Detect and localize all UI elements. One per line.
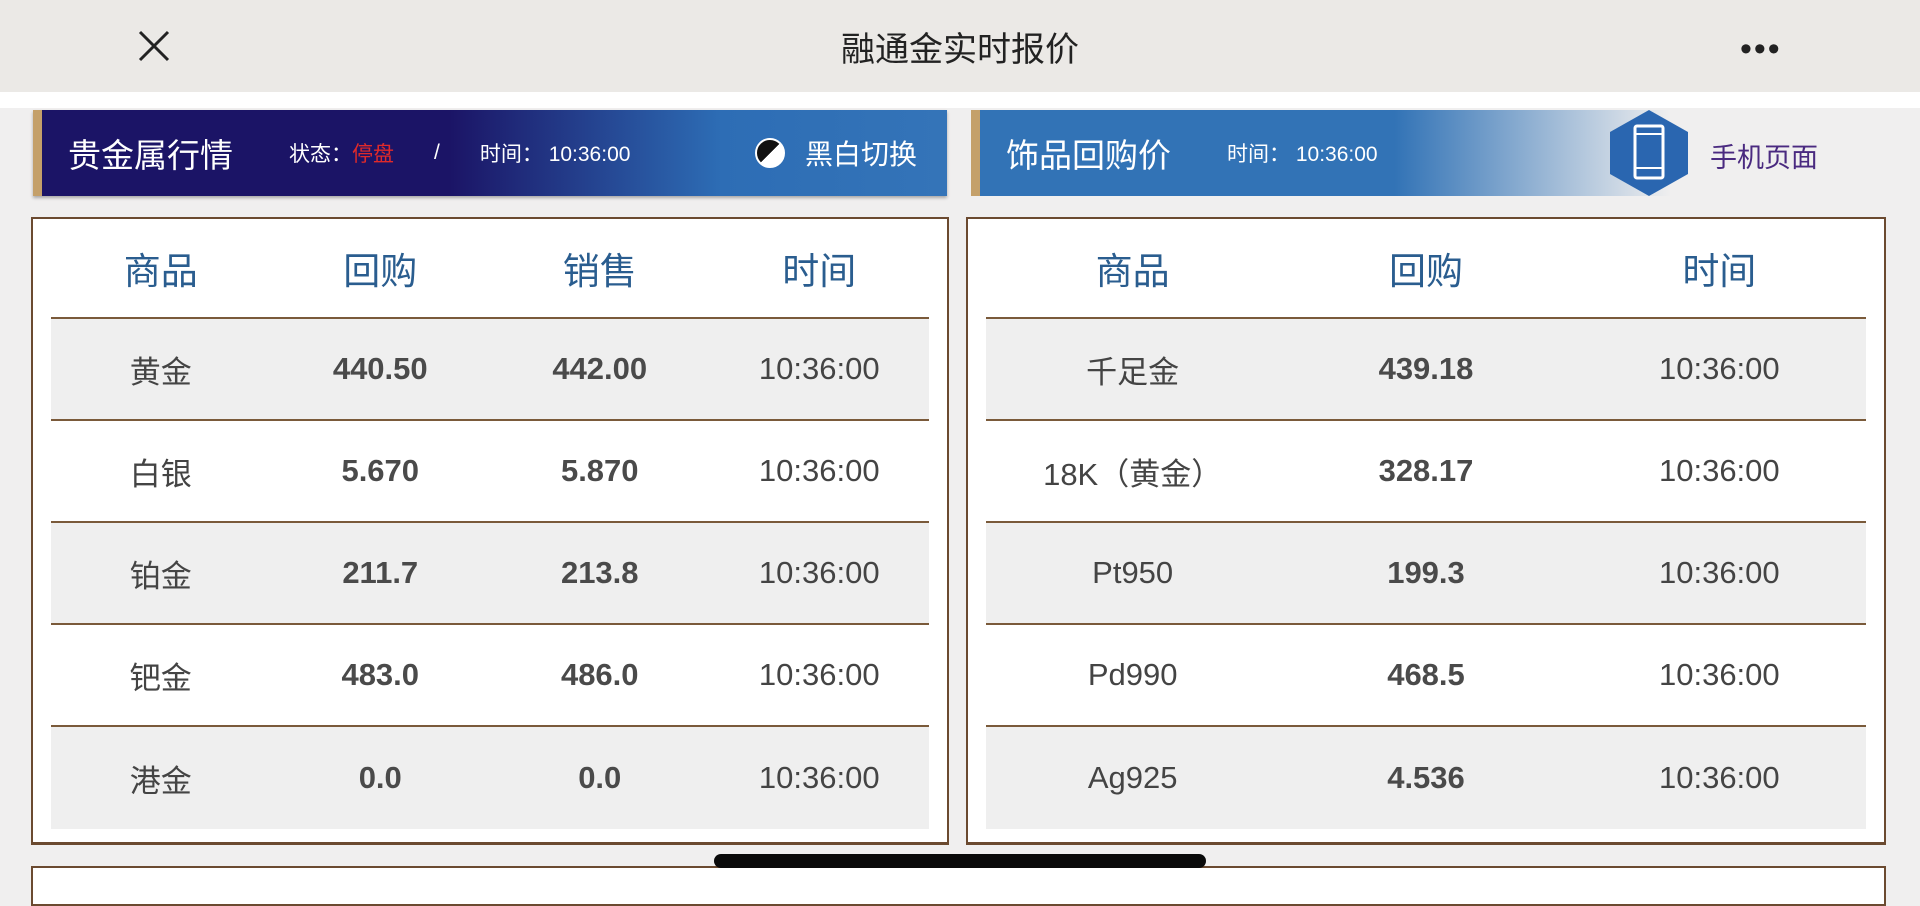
price-cell: 486.0 xyxy=(560,657,639,692)
price-cell: 213.8 xyxy=(560,555,639,590)
time-cell: 10:36:00 xyxy=(1658,657,1780,692)
status: 状态：停盘 xyxy=(289,143,394,166)
table-row: 白银 5.670 5.870 10:36:00 xyxy=(51,421,929,523)
contrast-icon xyxy=(754,138,785,168)
table-row: 铂金 211.7 213.8 10:36:00 xyxy=(51,523,929,625)
time-cell: 10:36:00 xyxy=(758,351,880,386)
table-row: 钯金 483.0 486.0 10:36:00 xyxy=(51,625,929,727)
column-header: 销售 xyxy=(562,251,637,292)
table-header: 商品 回购 时间 xyxy=(986,219,1866,319)
column-header: 时间 xyxy=(1682,251,1757,292)
theme-toggle-button[interactable]: 黑白切换 xyxy=(754,133,917,173)
status-value: 停盘 xyxy=(352,143,394,166)
column-header: 时间 xyxy=(782,251,857,292)
column-header: 商品 xyxy=(123,251,198,292)
theme-toggle-label: 黑白切换 xyxy=(804,139,917,170)
divider xyxy=(0,92,1920,108)
price-cell: 439.18 xyxy=(1378,351,1474,386)
precious-metals-table: 商品 回购 销售 时间 黄金 440.50 442.00 10:36:00 白银 5.67… xyxy=(31,217,949,845)
section-title: 饰品回购价 xyxy=(1006,137,1171,174)
table-row: Pd990 468.5 10:36:00 xyxy=(986,625,1866,727)
column-header: 商品 xyxy=(1095,251,1170,292)
price-cell: 483.0 xyxy=(341,657,420,692)
product-name: 18K（黄金） xyxy=(1043,456,1223,492)
bottom-panel xyxy=(31,866,1886,906)
product-name: 千足金 xyxy=(1086,354,1180,390)
time-cell: 10:36:00 xyxy=(758,453,880,488)
product-name: 白银 xyxy=(129,456,192,492)
price-cell: 468.5 xyxy=(1387,657,1465,692)
price-cell: 442.00 xyxy=(552,351,648,386)
more-icon[interactable]: ••• xyxy=(1740,30,1782,68)
update-time: 时间： 10:36:00 xyxy=(1227,143,1378,166)
time-cell: 10:36:00 xyxy=(1658,555,1780,590)
price-cell: 211.7 xyxy=(342,555,419,590)
jewelry-buyback-header: 饰品回购价 时间： 10:36:00 xyxy=(971,110,1671,196)
time-cell: 10:36:00 xyxy=(1658,760,1780,795)
title-bar: 融通金实时报价 ••• xyxy=(0,0,1920,92)
jewelry-buyback-table: 商品 回购 时间 千足金 439.18 10:36:00 18K（黄金） 328.17 1… xyxy=(966,217,1886,845)
table-row: Pt950 199.3 10:36:00 xyxy=(986,523,1866,625)
mobile-page-link[interactable]: 手机页面 xyxy=(1710,143,1818,173)
product-name: 港金 xyxy=(129,763,192,799)
table-row: 黄金 440.50 442.00 10:36:00 xyxy=(51,319,929,421)
table-row: 港金 0.0 0.0 10:36:00 xyxy=(51,727,929,829)
price-cell: 199.3 xyxy=(1387,555,1465,590)
time-cell: 10:36:00 xyxy=(758,657,880,692)
product-name: 铂金 xyxy=(129,558,192,594)
product-name: 黄金 xyxy=(129,354,192,390)
price-cell: 5.670 xyxy=(341,453,420,488)
time-cell: 10:36:00 xyxy=(758,555,880,590)
product-name: Pt950 xyxy=(1092,555,1174,590)
time-cell: 10:36:00 xyxy=(758,760,880,795)
table-header: 商品 回购 销售 时间 xyxy=(51,219,929,319)
time-cell: 10:36:00 xyxy=(1658,453,1780,488)
product-name: Pd990 xyxy=(1087,657,1178,692)
product-name: 钯金 xyxy=(129,660,192,696)
price-cell: 328.17 xyxy=(1378,453,1474,488)
price-cell: 5.870 xyxy=(560,453,639,488)
price-cell: 0.0 xyxy=(578,760,622,795)
product-name: Ag925 xyxy=(1087,760,1178,795)
page-title: 融通金实时报价 xyxy=(841,30,1079,69)
column-header: 回购 xyxy=(1388,251,1463,292)
table-row: Ag925 4.536 10:36:00 xyxy=(986,727,1866,829)
home-indicator[interactable] xyxy=(714,854,1206,868)
price-cell: 4.536 xyxy=(1387,760,1465,795)
section-title: 贵金属行情 xyxy=(68,137,233,174)
precious-metals-header: 贵金属行情 状态：停盘 / 时间： 10:36:00 黑白切换 xyxy=(33,110,947,196)
column-header: 回购 xyxy=(343,251,418,292)
close-icon[interactable] xyxy=(134,26,174,66)
table-row: 千足金 439.18 10:36:00 xyxy=(986,319,1866,421)
separator: / xyxy=(434,141,440,164)
update-time: 时间： 10:36:00 xyxy=(479,143,631,166)
table-row: 18K（黄金） 328.17 10:36:00 xyxy=(986,421,1866,523)
time-cell: 10:36:00 xyxy=(1658,351,1780,386)
price-cell: 0.0 xyxy=(358,760,402,795)
mobile-phone-icon[interactable] xyxy=(1610,110,1688,196)
price-cell: 440.50 xyxy=(332,351,428,386)
